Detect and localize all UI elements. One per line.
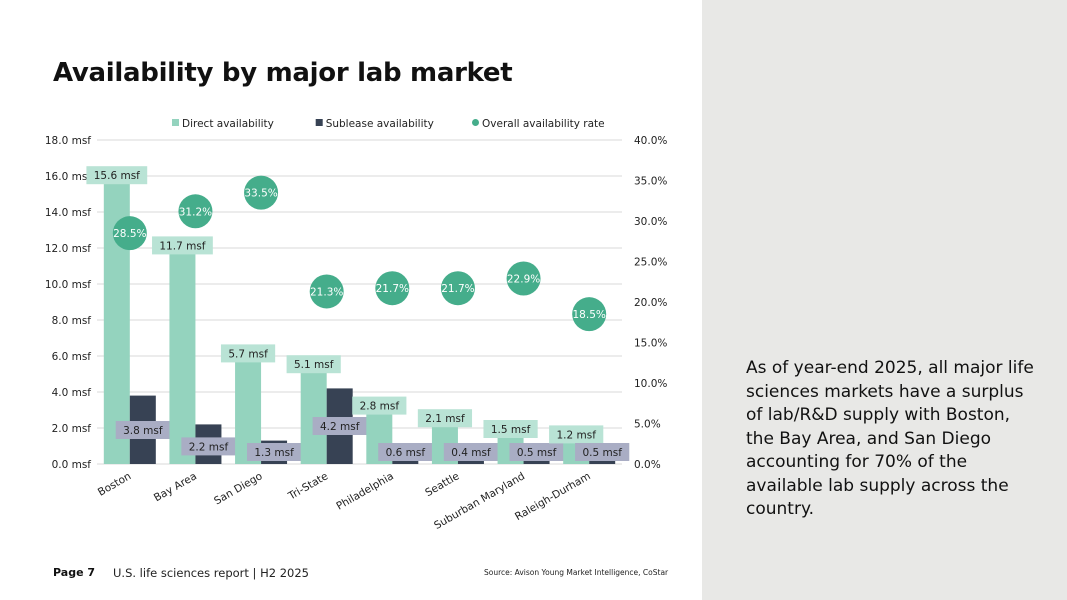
rate-label: 21.3% bbox=[310, 286, 343, 298]
rate-point bbox=[178, 194, 213, 229]
rate-point bbox=[309, 274, 344, 309]
y-left-tick: 0.0 msf bbox=[52, 459, 92, 471]
label-sublease-bg bbox=[443, 443, 499, 461]
y-left-tick: 8.0 msf bbox=[52, 315, 92, 327]
y-right-tick: 10.0% bbox=[634, 378, 667, 390]
legend-label: Direct availability bbox=[182, 118, 274, 130]
chart: 0.0 msf 2.0 msf 4.0 msf 6.0 msf 8.0 msf 10.0 … bbox=[45, 118, 668, 532]
rate-label: 21.7% bbox=[376, 283, 409, 295]
y-right-tick: 20.0% bbox=[634, 297, 667, 309]
label-sublease-bg bbox=[312, 417, 367, 435]
label-sublease-bg bbox=[246, 443, 302, 461]
label-sublease: 0.4 msf bbox=[451, 447, 491, 459]
y-left-tick: 18.0 msf bbox=[45, 135, 91, 147]
legend-label: Sublease availability bbox=[326, 118, 434, 130]
rate-point bbox=[375, 271, 410, 306]
y-right-tick: 35.0% bbox=[634, 176, 667, 188]
label-sublease: 2.2 msf bbox=[189, 441, 229, 453]
label-sublease-bg bbox=[575, 443, 630, 461]
y-right-tick: 5.0% bbox=[634, 419, 661, 431]
rate-label: 22.9% bbox=[507, 274, 540, 286]
source-note: Source: Avison Young Market Intelligence… bbox=[484, 568, 669, 577]
label-sublease: 0.5 msf bbox=[517, 447, 557, 459]
label-direct: 1.5 msf bbox=[491, 424, 531, 436]
label-sublease: 3.8 msf bbox=[123, 425, 163, 437]
label-sublease: 0.5 msf bbox=[582, 447, 622, 459]
label-sublease: 0.6 msf bbox=[386, 447, 426, 459]
category-label: Seattle bbox=[423, 470, 461, 499]
label-sublease-bg bbox=[509, 443, 564, 461]
rate-point bbox=[506, 261, 541, 296]
y-left-tick: 6.0 msf bbox=[52, 351, 92, 363]
side-panel: As of year-end 2025, all major life scie… bbox=[702, 0, 1067, 600]
label-sublease: 4.2 msf bbox=[320, 421, 360, 433]
label-sublease: 1.3 msf bbox=[254, 447, 294, 459]
category-label: Boston bbox=[96, 470, 133, 499]
category-label: San Diego bbox=[212, 470, 264, 507]
category-label: Philadelphia bbox=[334, 470, 395, 512]
rate-label: 21.7% bbox=[441, 283, 474, 295]
label-direct: 1.2 msf bbox=[556, 429, 596, 441]
label-sublease-bg bbox=[115, 421, 170, 439]
label-direct-bg bbox=[86, 166, 148, 185]
y-right-tick: 15.0% bbox=[634, 338, 667, 350]
y-left-tick: 2.0 msf bbox=[52, 423, 92, 435]
label-direct-bg bbox=[220, 344, 276, 363]
label-direct-bg bbox=[549, 425, 604, 444]
y-left-tick: 14.0 msf bbox=[45, 207, 91, 219]
rate-point bbox=[244, 175, 279, 210]
label-direct: 5.7 msf bbox=[228, 348, 268, 360]
legend-label: Overall availability rate bbox=[482, 118, 605, 130]
y-right-tick: 40.0% bbox=[634, 135, 667, 147]
label-direct: 11.7 msf bbox=[159, 240, 205, 252]
label-direct-bg bbox=[152, 236, 213, 255]
side-text: As of year-end 2025, all major life scie… bbox=[746, 358, 1034, 519]
label-sublease-bg bbox=[181, 437, 236, 456]
rate-point bbox=[112, 216, 147, 251]
page-title: Availability by major lab market bbox=[53, 58, 513, 88]
legend-swatch bbox=[315, 119, 323, 126]
rate-label: 18.5% bbox=[573, 309, 606, 321]
y-left-tick: 12.0 msf bbox=[45, 243, 91, 255]
page-number: Page 7 bbox=[53, 566, 96, 579]
bar-direct bbox=[169, 253, 196, 464]
rate-point bbox=[440, 271, 475, 306]
legend-swatch bbox=[472, 119, 479, 126]
rate-label: 28.5% bbox=[113, 228, 146, 240]
label-direct-bg bbox=[483, 420, 538, 438]
y-right-tick: 25.0% bbox=[634, 257, 667, 269]
label-direct-bg bbox=[417, 409, 473, 428]
y-left-tick: 16.0 msf bbox=[45, 171, 91, 183]
y-left-tick: 10.0 msf bbox=[45, 279, 91, 291]
label-direct: 15.6 msf bbox=[94, 170, 140, 182]
rate-label: 31.2% bbox=[179, 206, 212, 218]
label-direct: 2.1 msf bbox=[425, 413, 465, 425]
label-sublease-bg bbox=[378, 443, 433, 461]
label-direct: 5.1 msf bbox=[294, 359, 334, 371]
y-right-tick: 30.0% bbox=[634, 216, 667, 228]
rate-label: 33.5% bbox=[244, 188, 277, 200]
rate-point bbox=[572, 297, 607, 332]
label-direct: 2.8 msf bbox=[360, 401, 400, 413]
y-left-tick: 4.0 msf bbox=[52, 387, 92, 399]
label-direct-bg bbox=[352, 396, 407, 415]
y-right-tick: 0.0% bbox=[634, 459, 661, 471]
legend-swatch bbox=[172, 119, 179, 126]
report-name: U.S. life sciences report | H2 2025 bbox=[113, 566, 309, 580]
category-label: Bay Area bbox=[152, 470, 199, 504]
category-label: Tri-State bbox=[285, 470, 330, 503]
label-direct-bg bbox=[286, 355, 341, 374]
